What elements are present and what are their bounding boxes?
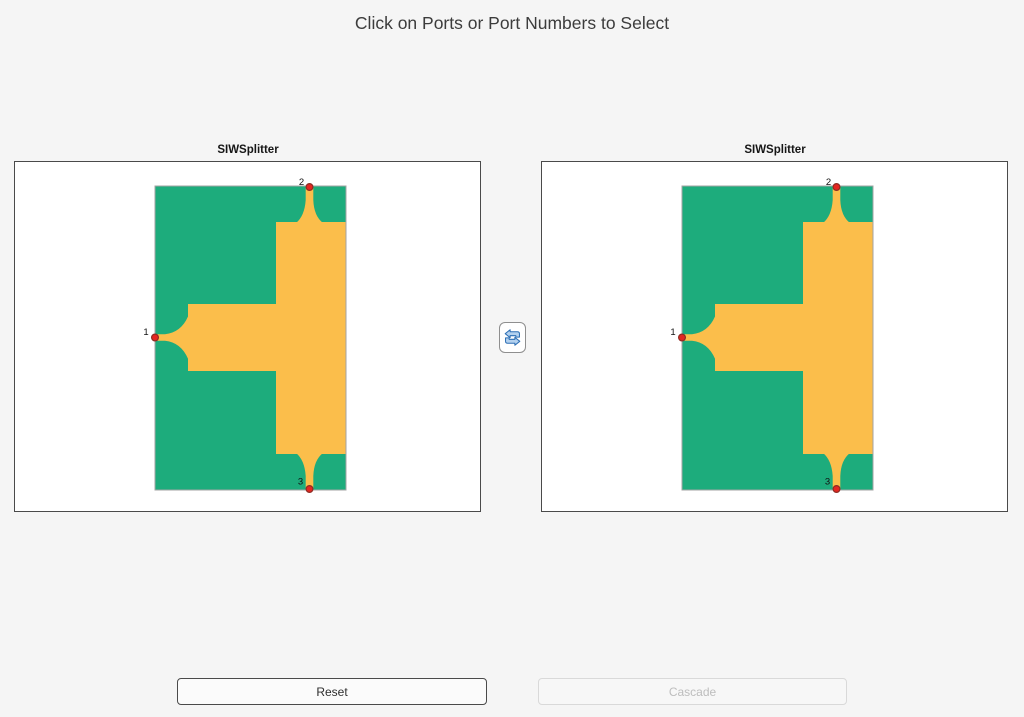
port-2-marker[interactable] [305, 183, 314, 192]
metal-layer [155, 186, 346, 490]
port-3-label[interactable]: 3 [825, 477, 830, 488]
port-2-label[interactable]: 2 [299, 177, 304, 188]
metal-arm [715, 304, 803, 371]
port-3-marker[interactable] [305, 485, 314, 494]
metal-layer [682, 186, 873, 490]
swap-arrows-icon [504, 329, 521, 346]
metal-column [803, 222, 873, 454]
metal-arm [188, 304, 276, 371]
feed-taper-port-3 [823, 453, 850, 490]
port-1-label[interactable]: 1 [670, 327, 675, 338]
port-1-label[interactable]: 1 [143, 327, 148, 338]
port-3-label[interactable]: 3 [298, 477, 303, 488]
device-panel-2: 1 2 3 [541, 161, 1008, 512]
metal-column [276, 222, 346, 454]
reset-button[interactable]: Reset [177, 678, 487, 705]
feed-taper-port-3 [296, 453, 323, 490]
panel-1-title: SIWSplitter [217, 144, 279, 156]
port-2-label[interactable]: 2 [826, 177, 831, 188]
port-2-marker[interactable] [832, 183, 841, 192]
panel-2-title: SIWSplitter [744, 144, 806, 156]
page-title: Click on Ports or Port Numbers to Select [354, 13, 670, 33]
port-1-marker[interactable] [151, 333, 160, 342]
swap-button[interactable] [499, 322, 526, 353]
feed-taper-port-2 [296, 186, 323, 223]
feed-taper-port-1 [155, 316, 188, 359]
device-plot-1: 1 2 3 [143, 177, 347, 494]
device-plot-2: 1 2 3 [670, 177, 874, 494]
cascade-button[interactable]: Cascade [538, 678, 847, 705]
port-1-marker[interactable] [678, 333, 687, 342]
feed-taper-port-1 [682, 316, 715, 359]
feed-taper-port-2 [823, 186, 850, 223]
device-panel-1: 1 2 3 [14, 161, 481, 512]
port-3-marker[interactable] [832, 485, 841, 494]
